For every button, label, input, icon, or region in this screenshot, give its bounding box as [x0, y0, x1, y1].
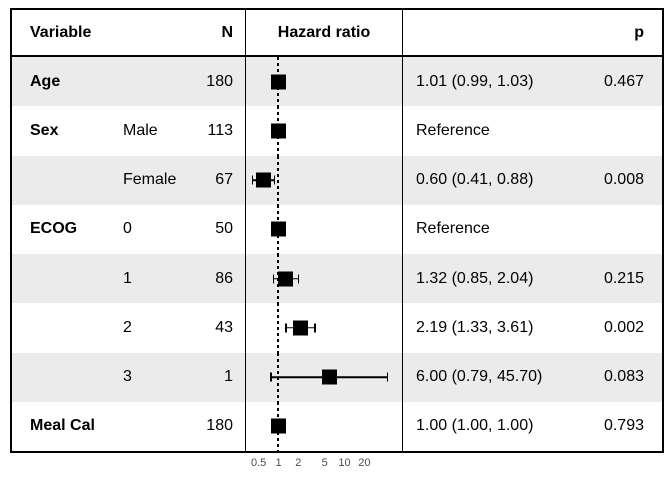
estimate-label: 6.00 (0.79, 45.70) — [416, 368, 543, 386]
level-label: 3 — [123, 368, 132, 386]
x-axis-tick-label: 0.5 — [250, 457, 267, 469]
column-header-level-spacer — [117, 10, 203, 55]
confidence-interval-cap — [270, 372, 272, 382]
table-row: ECOG 0 50 Reference — [12, 204, 662, 254]
hazard-ratio-marker — [321, 369, 337, 385]
x-axis-tick-labels: 0.5 1 2 5 10 20 — [0, 455, 672, 475]
table-row: 2 43 2.19 (1.33, 3.61) 0.002 — [12, 303, 662, 353]
variable-label: Age — [30, 72, 61, 90]
level-label: 1 — [123, 269, 132, 287]
n-value: 67 — [215, 171, 233, 189]
n-value: 43 — [215, 318, 233, 336]
variable-label: Sex — [30, 121, 59, 139]
hazard-ratio-marker — [270, 418, 286, 434]
column-header-variable: Variable — [30, 23, 92, 41]
confidence-interval-cap — [285, 323, 287, 333]
column-header-n: N — [221, 23, 233, 41]
estimate-label: Reference — [416, 121, 490, 139]
confidence-interval-cap — [272, 274, 275, 284]
hazard-ratio-plot-cell — [245, 254, 403, 304]
level-label: 0 — [123, 220, 132, 238]
estimate-label: 1.32 (0.85, 2.04) — [416, 269, 534, 287]
hazard-ratio-marker — [255, 172, 271, 188]
x-axis-tick-label: 10 — [338, 457, 351, 469]
column-header-hazard-ratio: Hazard ratio — [245, 10, 403, 55]
estimate-and-p-cell: 1.01 (0.99, 1.03) 0.467 — [403, 57, 662, 106]
estimate-and-p-cell: 6.00 (0.79, 45.70) 0.083 — [403, 353, 662, 402]
estimate-and-p-cell: 1.00 (1.00, 1.00) 0.793 — [403, 402, 662, 451]
hazard-ratio-marker — [292, 320, 308, 336]
estimate-label: 1.00 (1.00, 1.00) — [416, 417, 534, 435]
n-value: 86 — [215, 269, 233, 287]
table-header-row: Variable N Hazard ratio p — [12, 10, 662, 57]
null-reference-line — [277, 155, 279, 205]
p-value: 0.002 — [603, 318, 644, 336]
table-row: Age 180 1.01 (0.99, 1.03) 0.467 — [12, 57, 662, 107]
n-value: 113 — [207, 121, 233, 139]
variable-label — [12, 156, 117, 205]
estimate-and-p-cell: 0.60 (0.41, 0.88) 0.008 — [403, 156, 662, 205]
level-label: Male — [123, 121, 158, 139]
level-label: 2 — [123, 318, 132, 336]
hazard-ratio-marker — [270, 123, 286, 139]
variable-label: Meal Cal — [30, 417, 95, 435]
estimate-label: 1.01 (0.99, 1.03) — [416, 72, 534, 90]
p-value: 0.215 — [603, 269, 644, 287]
confidence-interval-cap — [314, 323, 316, 333]
variable-label — [12, 254, 117, 303]
variable-label: ECOG — [30, 220, 78, 238]
x-axis-tick-label: 5 — [321, 457, 328, 469]
level-label — [117, 57, 203, 106]
variable-label — [12, 353, 117, 402]
table-row: Sex Male 113 Reference — [12, 106, 662, 156]
hazard-ratio-marker — [270, 74, 286, 90]
p-value: 0.008 — [603, 171, 644, 189]
column-header-p: p — [634, 23, 644, 41]
level-label — [117, 402, 203, 451]
n-value: 50 — [215, 220, 233, 238]
p-value: 0.083 — [603, 368, 644, 386]
null-reference-line — [277, 303, 279, 353]
hazard-ratio-marker — [270, 221, 286, 237]
table-body: Age 180 1.01 (0.99, 1.03) 0.467 Sex Male 113 Re… — [12, 57, 662, 451]
table-row: 3 1 6.00 (0.79, 45.70) 0.083 — [12, 352, 662, 402]
n-value: 1 — [224, 368, 233, 386]
hazard-ratio-plot-cell — [245, 106, 403, 156]
n-value: 180 — [206, 72, 233, 90]
variable-label — [12, 303, 117, 352]
hazard-ratio-plot-cell — [245, 155, 403, 205]
x-axis-tick-label: 1 — [275, 457, 282, 469]
forest-table: Variable N Hazard ratio p Age 180 1.01 (0.… — [10, 8, 664, 453]
estimate-label: Reference — [416, 220, 490, 238]
hazard-ratio-marker — [278, 271, 294, 287]
hazard-ratio-plot-cell — [245, 352, 403, 402]
hazard-ratio-plot-cell — [245, 204, 403, 254]
estimate-and-p-cell: Reference — [403, 106, 662, 155]
hazard-ratio-plot-cell — [245, 303, 403, 353]
p-value: 0.467 — [603, 72, 644, 90]
p-value: 0.793 — [603, 417, 644, 435]
n-value: 180 — [206, 417, 233, 435]
table-row: Female 67 0.60 (0.41, 0.88) 0.008 — [12, 155, 662, 205]
table-row: 1 86 1.32 (0.85, 2.04) 0.215 — [12, 254, 662, 304]
x-axis-tick-label: 2 — [295, 457, 302, 469]
confidence-interval-cap — [251, 175, 254, 185]
estimate-and-p-cell: 2.19 (1.33, 3.61) 0.002 — [403, 303, 662, 352]
estimate-label: 0.60 (0.41, 0.88) — [416, 171, 534, 189]
confidence-interval-cap — [297, 274, 300, 284]
table-row: Meal Cal 180 1.00 (1.00, 1.00) 0.793 — [12, 401, 662, 451]
hazard-ratio-plot-cell — [245, 401, 403, 451]
x-axis-tick-label: 20 — [358, 457, 371, 469]
confidence-interval-cap — [386, 372, 389, 382]
hazard-ratio-plot-cell — [245, 57, 403, 107]
estimate-label: 2.19 (1.33, 3.61) — [416, 318, 534, 336]
estimate-and-p-cell: Reference — [403, 205, 662, 254]
confidence-interval-cap — [273, 175, 276, 185]
level-label: Female — [123, 171, 177, 189]
estimate-and-p-cell: 1.32 (0.85, 2.04) 0.215 — [403, 254, 662, 303]
